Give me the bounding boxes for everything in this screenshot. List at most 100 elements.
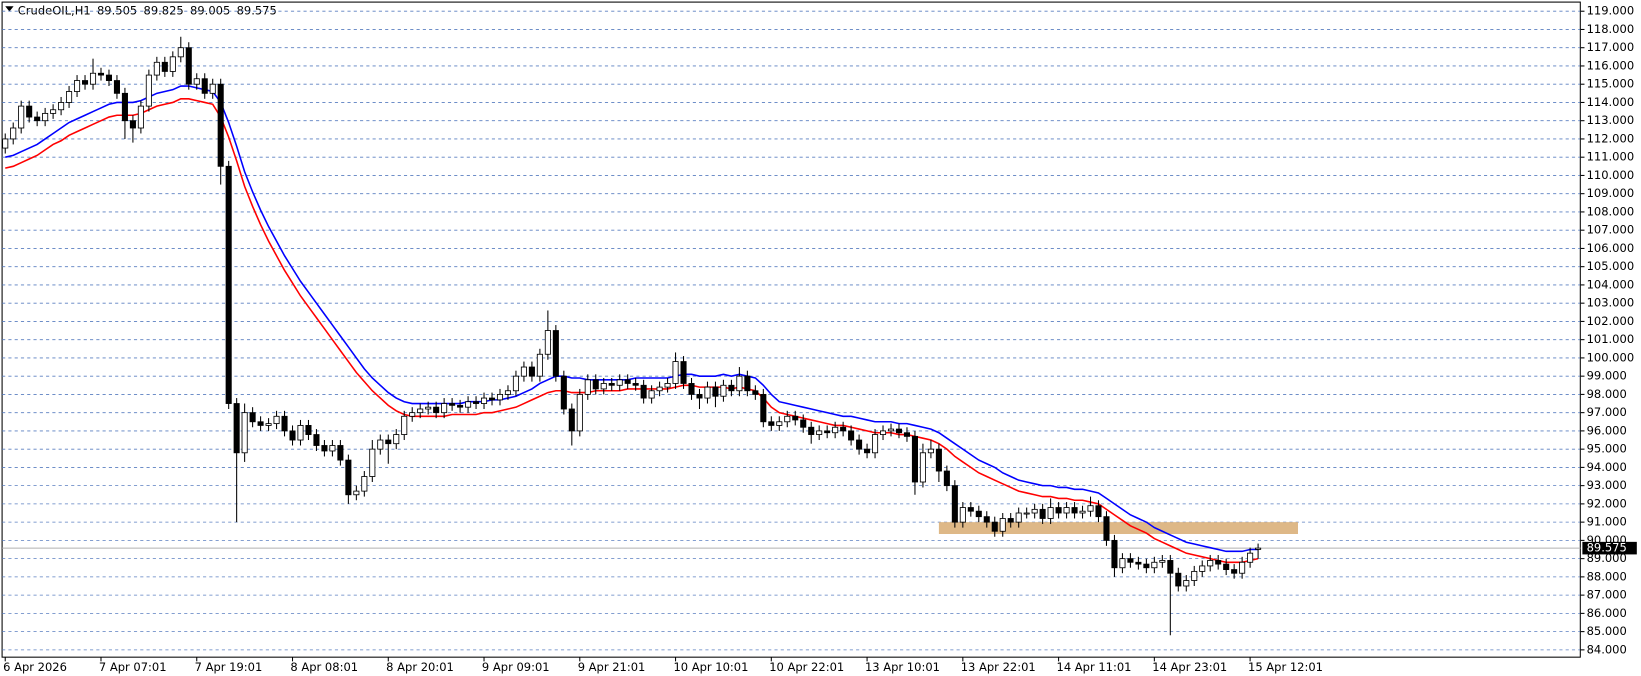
candle-body: [919, 452, 926, 483]
candle-body: [935, 448, 942, 472]
candle-body: [1055, 507, 1062, 514]
candle-body: [720, 384, 727, 397]
y-tick-label: 106.000: [1587, 241, 1635, 255]
candle-body: [345, 459, 352, 496]
candle-body: [1239, 561, 1246, 574]
candle-body: [74, 80, 81, 92]
candle-body: [488, 397, 496, 401]
candle-body: [800, 419, 807, 428]
candle-body: [249, 412, 256, 423]
y-tick-label: 107.000: [1587, 223, 1635, 237]
candle-body: [808, 426, 815, 435]
candle-body: [26, 105, 33, 118]
candle-body: [465, 401, 472, 408]
candle-body: [512, 375, 519, 392]
x-tick-label: 9 Apr 09:01: [482, 660, 550, 674]
candle-body: [1031, 508, 1038, 514]
y-tick-label: 105.000: [1587, 259, 1635, 273]
candle-body: [153, 61, 160, 76]
candle-body: [161, 61, 168, 72]
candle-body: [688, 383, 695, 395]
candle-body: [696, 393, 703, 399]
candle-body: [1159, 560, 1166, 563]
candle-body: [983, 516, 990, 523]
candle-body: [233, 403, 240, 454]
x-tick-label: 14 Apr 23:01: [1152, 660, 1227, 674]
candle-body: [528, 366, 535, 377]
candle-body: [991, 521, 998, 532]
header-high: 89.825: [144, 3, 184, 17]
candle-body: [760, 393, 767, 423]
candle-body: [776, 421, 783, 426]
candle-body: [903, 432, 911, 437]
candle-body: [1087, 505, 1094, 512]
y-tick-label: 92.000: [1587, 496, 1627, 510]
candle-body: [792, 415, 799, 421]
candle-body: [816, 430, 823, 435]
x-tick-label: 7 Apr 19:01: [195, 660, 263, 674]
candle-body: [241, 412, 248, 454]
candle-body: [113, 80, 120, 94]
x-tick-label: 10 Apr 22:01: [769, 660, 844, 674]
candle-body: [1039, 508, 1046, 519]
candle-body: [656, 386, 663, 392]
candle-body: [560, 375, 567, 410]
candle-body: [752, 390, 759, 395]
y-tick-label: 86.000: [1587, 606, 1627, 620]
y-tick-label: 88.000: [1587, 569, 1627, 583]
ma-line: [5, 98, 1259, 564]
candle-body: [129, 120, 136, 129]
candle-body: [784, 415, 791, 423]
y-tick-label: 116.000: [1587, 58, 1635, 72]
candle-body: [768, 421, 775, 426]
candle-body: [959, 507, 966, 523]
candle-body: [744, 375, 751, 392]
candle-body: [1175, 572, 1182, 587]
candle-body: [321, 445, 328, 452]
last-price-box: [1582, 541, 1637, 555]
candle-body: [185, 47, 192, 85]
candle-body: [1191, 570, 1198, 581]
candle-body: [337, 445, 344, 461]
candle-body: [728, 384, 735, 392]
candle-body: [848, 430, 855, 441]
candle-body: [1167, 560, 1174, 574]
candle-body: [137, 105, 144, 129]
candle-body: [1143, 563, 1150, 569]
candle-body: [1247, 552, 1254, 563]
x-tick-label: 13 Apr 10:01: [865, 660, 940, 674]
candle-body: [265, 423, 272, 426]
candle-body: [480, 397, 488, 404]
symbol: CrudeOIL,H1: [18, 3, 91, 17]
candle-body: [1103, 516, 1110, 541]
candle-body: [584, 379, 591, 395]
candle-body: [2, 138, 9, 149]
header-low: 89.005: [190, 3, 230, 17]
candle-body: [1063, 507, 1070, 514]
candle-body: [592, 379, 599, 390]
candle-body: [217, 83, 224, 167]
y-tick-label: 95.000: [1587, 442, 1627, 456]
y-tick-label: 119.000: [1587, 4, 1635, 18]
candle-body: [895, 428, 903, 434]
candle-body: [18, 105, 25, 129]
candle-body: [496, 393, 504, 401]
candle-body: [536, 353, 543, 377]
candle-body: [927, 448, 934, 454]
candle-body: [879, 430, 887, 435]
candle-body: [66, 91, 73, 103]
candle-body: [1207, 560, 1214, 567]
candle-body: [1119, 558, 1126, 569]
menu-triangle[interactable]: [5, 6, 14, 12]
candle-body: [943, 470, 950, 487]
candle-body: [975, 510, 982, 518]
y-tick-label: 102.000: [1587, 314, 1635, 328]
candle-body: [369, 448, 376, 477]
candle-body: [145, 74, 152, 107]
candle-body: [664, 383, 671, 388]
y-tick-label: 94.000: [1587, 460, 1627, 474]
candle-body: [353, 490, 360, 496]
header-open: 89.505: [97, 3, 137, 17]
y-tick-label: 100.000: [1587, 350, 1635, 364]
